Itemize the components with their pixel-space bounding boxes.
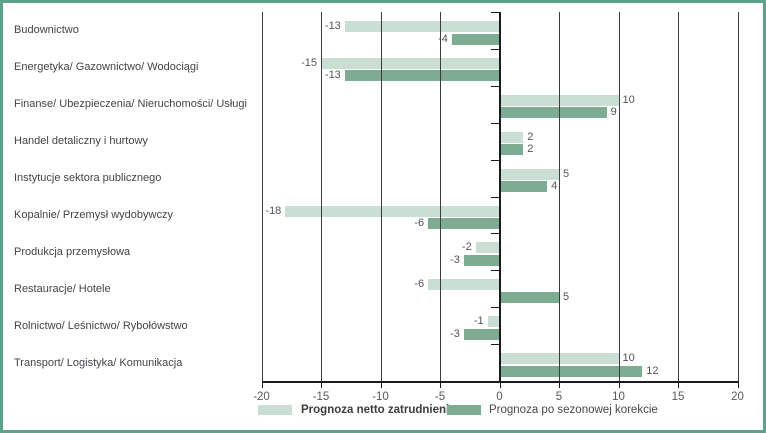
legend-swatch-korekta	[447, 405, 481, 415]
category-label: Transport/ Logistyka/ Komunikacja	[14, 356, 183, 369]
value-label: 12	[646, 364, 659, 377]
value-label: -13	[324, 69, 341, 82]
value-label: -3	[450, 327, 460, 340]
zero-axis-tick	[490, 159, 499, 161]
legend-swatch-netto	[258, 405, 292, 415]
x-axis-tick-label: 0	[496, 391, 503, 403]
value-label: 2	[527, 143, 534, 156]
bar-korekta	[463, 328, 500, 340]
x-axis-tick-label: -5	[434, 391, 446, 403]
x-axis-tick	[380, 381, 382, 388]
category-label: Rolnictwo/ Leśnictwo/ Rybołówstwo	[14, 319, 188, 332]
zero-axis-tick	[490, 196, 499, 198]
x-axis-tick-label: -10	[372, 391, 389, 403]
category-label: Restauracje/ Hotele	[14, 282, 111, 295]
x-axis-tick	[261, 381, 263, 388]
value-label: 2	[527, 130, 534, 143]
bar-netto	[487, 316, 500, 328]
category-label: Kopalnie/ Przemysł wydobywczy	[14, 208, 173, 221]
value-label: 9	[610, 106, 617, 119]
gridline	[261, 12, 263, 381]
bar-korekta	[344, 70, 500, 82]
bar-korekta	[463, 254, 500, 266]
value-label: -3	[450, 253, 460, 266]
zero-axis-tick	[490, 12, 499, 13]
zero-axis-tick	[490, 85, 499, 87]
value-label: 4	[551, 180, 558, 193]
zero-axis-tick	[490, 344, 499, 346]
x-axis-tick	[321, 381, 322, 388]
bar-korekta	[499, 107, 607, 119]
gridline	[618, 12, 620, 381]
value-label: -2	[461, 241, 472, 254]
zero-axis-tick	[490, 270, 499, 272]
value-label: 10	[622, 93, 635, 106]
gridline	[737, 12, 739, 381]
x-axis-tick-label: -20	[253, 391, 270, 403]
bar-korekta	[451, 33, 500, 45]
bar-netto	[499, 131, 524, 143]
category-label: Instytucje sektora publicznego	[14, 172, 162, 185]
legend-label-korekta: Prognoza po sezonowej korekcie	[489, 404, 658, 416]
gridline	[678, 12, 679, 381]
zero-axis-tick	[490, 48, 499, 50]
bar-netto	[344, 21, 500, 32]
bar-korekta	[499, 144, 524, 156]
bar-netto	[475, 242, 500, 254]
value-label: -4	[438, 32, 448, 45]
value-label: -15	[301, 56, 317, 69]
gridline	[321, 12, 322, 381]
bar-netto	[499, 168, 559, 180]
category-label: Produkcja przemysłowa	[14, 245, 131, 258]
x-axis-tick-label: 15	[671, 391, 685, 403]
gridline	[440, 12, 441, 381]
bar-korekta	[499, 365, 643, 377]
value-label: 5	[563, 290, 570, 303]
x-axis-tick	[559, 381, 560, 388]
value-label: -18	[265, 204, 282, 217]
x-axis-tick-label: 20	[731, 391, 744, 403]
bar-netto	[428, 279, 500, 291]
gridline	[380, 12, 382, 381]
x-axis-tick	[737, 381, 739, 388]
value-label: -13	[324, 20, 341, 32]
legend-label-netto: Prognoza netto zatrudnienia	[301, 404, 456, 416]
bar-netto	[285, 205, 500, 217]
bar-korekta	[428, 218, 500, 229]
value-label: -1	[473, 315, 484, 328]
value-label: -6	[414, 278, 425, 291]
category-label: Energetyka/ Gazownictwo/ Wodociągi	[14, 61, 199, 74]
bar-netto	[321, 57, 500, 69]
x-axis-tick	[499, 381, 501, 388]
value-label: 5	[563, 167, 570, 180]
bar-korekta	[499, 291, 559, 303]
value-label: 10	[622, 352, 635, 365]
x-axis-tick-label: 5	[555, 391, 563, 403]
value-label: -6	[414, 217, 425, 229]
zero-axis-tick	[490, 233, 499, 235]
category-label: Finanse/ Ubezpieczenia/ Nieruchomości/ U…	[14, 98, 247, 111]
gridline	[559, 12, 560, 381]
x-axis-tick-label: 10	[612, 391, 625, 403]
x-axis-tick-label: -15	[312, 391, 330, 403]
x-axis-tick	[440, 381, 441, 388]
zero-axis-line	[498, 12, 501, 381]
zero-axis-tick	[490, 307, 499, 309]
category-label: Handel detaliczny i hurtowy	[14, 135, 148, 148]
x-axis-tick	[678, 381, 679, 388]
zero-axis-tick	[490, 122, 499, 124]
category-label: Budownictwo	[14, 24, 79, 37]
bar-korekta	[499, 181, 548, 193]
x-axis-tick	[618, 381, 620, 388]
